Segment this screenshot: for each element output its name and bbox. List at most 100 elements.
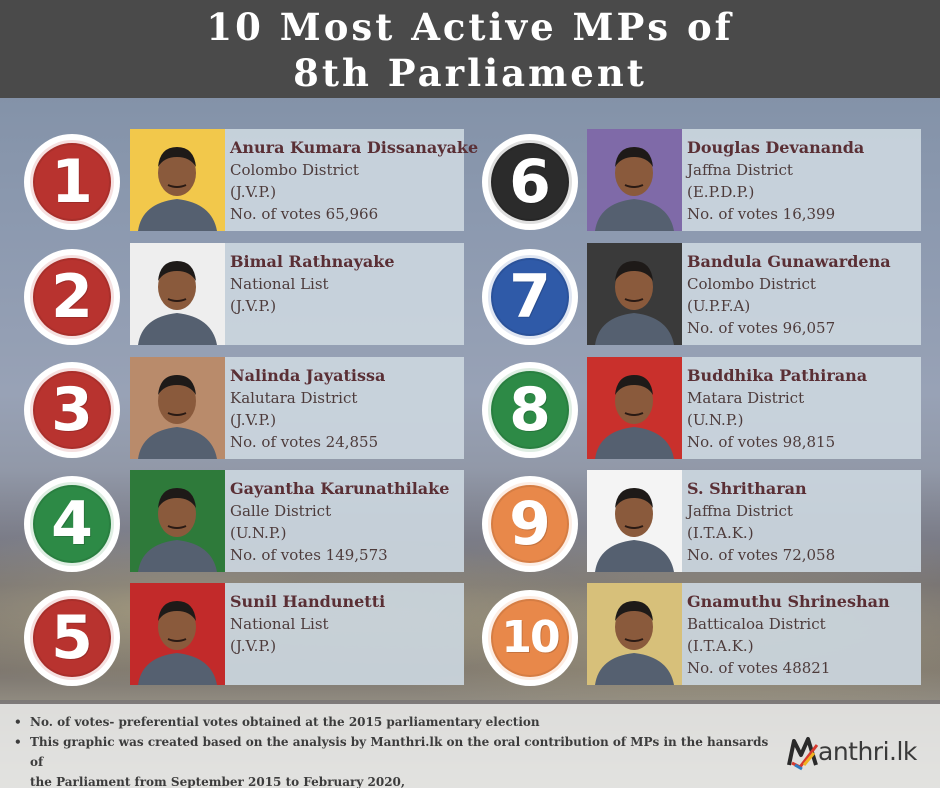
- mp-party: (J.V.P.): [230, 297, 277, 315]
- rank-number: 4: [51, 489, 93, 559]
- rank-badge-9: 9: [482, 476, 578, 572]
- rank-circle: 8: [488, 368, 572, 452]
- mp-votes: No. of votes 96,057: [687, 319, 836, 337]
- rank-number: 5: [51, 603, 93, 673]
- rank-badge-3: 3: [24, 362, 120, 458]
- rank-badge-5: 5: [24, 590, 120, 686]
- mp-party: (U.P.F.A): [687, 297, 751, 315]
- mp-name: Gnamuthu Shrineshan: [687, 592, 890, 611]
- mp-info: Bandula Gunawardena Colombo District (U.P.…: [687, 251, 917, 339]
- mp-name: Buddhika Pathirana: [687, 366, 868, 385]
- footnote-source-line2: the Parliament from September 2015 to Fe…: [30, 775, 406, 788]
- mp-card-8: Buddhika Pathirana Matara District (U.N.P.…: [587, 357, 921, 459]
- logo-text: anthri.lk: [818, 736, 917, 766]
- rank-badge-6: 6: [482, 134, 578, 230]
- mp-card-4: Gayantha Karunathilake Galle District (U.N…: [130, 470, 464, 572]
- mp-card-3: Nalinda Jayatissa Kalutara District (J.V.P…: [130, 357, 464, 459]
- mp-photo: [130, 129, 225, 231]
- mp-card-2: Bimal Rathnayake National List (J.V.P.): [130, 243, 464, 345]
- mp-district: National List: [230, 615, 329, 633]
- mp-name: Nalinda Jayatissa: [230, 366, 386, 385]
- rank-circle: 5: [30, 596, 114, 680]
- mp-votes: No. of votes 24,855: [230, 433, 379, 451]
- rank-circle: 4: [30, 482, 114, 566]
- mp-party: (I.T.A.K.): [687, 524, 754, 542]
- rank-number: 9: [509, 489, 551, 559]
- mp-card-6: Douglas Devananda Jaffna District (E.P.D.P…: [587, 129, 921, 231]
- rank-circle: 7: [488, 255, 572, 339]
- rank-badge-10: 10: [482, 590, 578, 686]
- mp-photo: [587, 583, 682, 685]
- mp-card-10: Gnamuthu Shrineshan Batticaloa District (I…: [587, 583, 921, 685]
- mp-info: Gnamuthu Shrineshan Batticaloa District (I…: [687, 591, 917, 679]
- rank-badge-8: 8: [482, 362, 578, 458]
- mp-name: Douglas Devananda: [687, 138, 865, 157]
- mp-votes: No. of votes 98,815: [687, 433, 836, 451]
- rank-number: 1: [51, 147, 93, 217]
- mp-votes: No. of votes 149,573: [230, 546, 388, 564]
- mp-name: Anura Kumara Dissanayake: [230, 138, 479, 157]
- footnote-votes: No. of votes- preferential votes obtaine…: [14, 712, 774, 732]
- mp-name: Gayantha Karunathilake: [230, 479, 450, 498]
- mp-card-1: Anura Kumara Dissanayake Colombo District…: [130, 129, 479, 231]
- rank-circle: 9: [488, 482, 572, 566]
- rank-number: 8: [509, 375, 551, 445]
- manthri-m-logo-icon: [787, 737, 819, 771]
- mp-name: Bandula Gunawardena: [687, 252, 891, 271]
- mp-party: (J.V.P.): [230, 637, 277, 655]
- footer-notes: No. of votes- preferential votes obtaine…: [0, 704, 940, 788]
- rank-number: 3: [51, 375, 93, 445]
- mp-photo: [587, 129, 682, 231]
- mp-info: Sunil Handunetti National List (J.V.P.): [230, 591, 460, 657]
- mp-party: (E.P.D.P.): [687, 183, 755, 201]
- mp-district: Jaffna District: [687, 502, 793, 520]
- mp-photo: [130, 243, 225, 345]
- mp-district: Jaffna District: [687, 161, 793, 179]
- mp-info: Bimal Rathnayake National List (J.V.P.): [230, 251, 460, 317]
- mp-district: Colombo District: [230, 161, 359, 179]
- rank-badge-4: 4: [24, 476, 120, 572]
- rank-number: 10: [501, 612, 560, 663]
- mp-info: Gayantha Karunathilake Galle District (U.N…: [230, 478, 460, 566]
- mp-district: National List: [230, 275, 329, 293]
- mp-photo: [130, 357, 225, 459]
- rank-circle: 2: [30, 255, 114, 339]
- mp-district: Matara District: [687, 389, 805, 407]
- mp-district: Galle District: [230, 502, 332, 520]
- title-line-2: 8th Parliament: [293, 51, 647, 95]
- mp-info: Douglas Devananda Jaffna District (E.P.D.P…: [687, 137, 917, 225]
- footnote-source-line1: This graphic was created based on the an…: [30, 735, 769, 769]
- rank-number: 2: [51, 262, 93, 332]
- mp-name: Sunil Handunetti: [230, 592, 386, 611]
- mp-name: S. Shritharan: [687, 479, 807, 498]
- rank-circle: 10: [488, 596, 572, 680]
- mp-photo: [587, 470, 682, 572]
- mp-district: Batticaloa District: [687, 615, 826, 633]
- rank-circle: 6: [488, 140, 572, 224]
- mp-district: Kalutara District: [230, 389, 358, 407]
- mp-card-5: Sunil Handunetti National List (J.V.P.): [130, 583, 464, 685]
- mp-card-7: Bandula Gunawardena Colombo District (U.P.…: [587, 243, 921, 345]
- mp-photo: [130, 583, 225, 685]
- mp-name: Bimal Rathnayake: [230, 252, 395, 271]
- mp-info: Nalinda Jayatissa Kalutara District (J.V.P…: [230, 365, 460, 453]
- mp-votes: No. of votes 72,058: [687, 546, 836, 564]
- mp-party: (U.N.P.): [230, 524, 287, 542]
- mp-info: S. Shritharan Jaffna District (I.T.A.K.) No…: [687, 478, 917, 566]
- rank-number: 6: [509, 147, 551, 217]
- rank-circle: 3: [30, 368, 114, 452]
- manthri-logo: anthri.lk: [786, 728, 926, 774]
- rank-circle: 1: [30, 140, 114, 224]
- mp-votes: No. of votes 16,399: [687, 205, 836, 223]
- mp-party: (U.N.P.): [687, 411, 744, 429]
- mp-photo: [587, 357, 682, 459]
- rank-badge-7: 7: [482, 249, 578, 345]
- mp-info: Anura Kumara Dissanayake Colombo District…: [230, 137, 479, 225]
- mp-card-9: S. Shritharan Jaffna District (I.T.A.K.) No…: [587, 470, 921, 572]
- mp-votes: No. of votes 48821: [687, 659, 831, 677]
- mp-votes: No. of votes 65,966: [230, 205, 379, 223]
- mp-party: (I.T.A.K.): [687, 637, 754, 655]
- mp-party: (J.V.P.): [230, 183, 277, 201]
- footnote-source: This graphic was created based on the an…: [14, 732, 774, 788]
- mp-photo: [130, 470, 225, 572]
